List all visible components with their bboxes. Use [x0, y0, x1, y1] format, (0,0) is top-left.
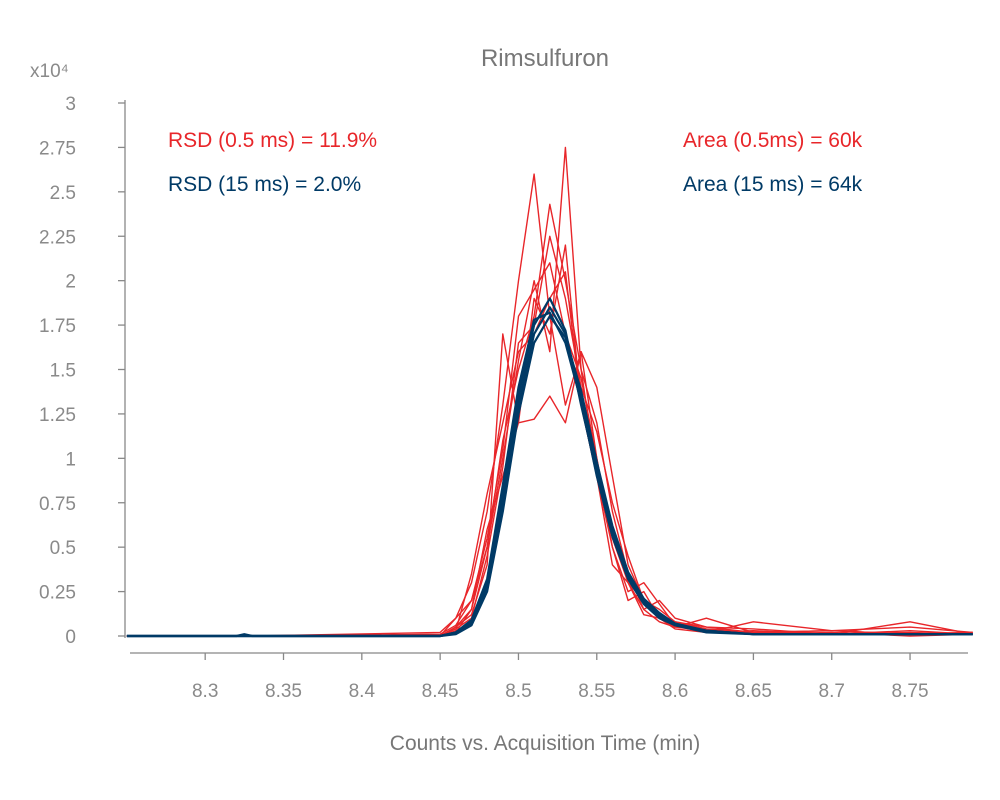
y-tick-label: 1.25 [39, 405, 76, 426]
y-tick-label: 0 [65, 627, 76, 648]
y-tick-label: 1.75 [39, 316, 76, 337]
axes: 0 0.25 0.5 0.75 1 1.25 1.5 1.75 2 2.25 2.5 2.75 3 8.3… [39, 94, 968, 702]
x-tick-label: 8.75 [892, 681, 929, 702]
y-tick-label: 0.25 [39, 583, 76, 604]
annotation-rsd-05ms: RSD (0.5 ms) = 11.9% [168, 129, 377, 152]
series-line [126, 306, 973, 638]
annotation-rsd-15ms: RSD (15 ms) = 2.0% [168, 173, 361, 196]
y-tick-label: 1.5 [50, 361, 76, 382]
x-axis-label: Counts vs. Acquisition Time (min) [390, 732, 700, 755]
y-tick-label: 3 [65, 94, 76, 115]
x-tick-label: 8.45 [422, 681, 459, 702]
series-line [126, 271, 973, 637]
y-tick-label: 0.75 [39, 494, 76, 515]
x-tick-label: 8.55 [578, 681, 615, 702]
y-tick-label: 0.5 [50, 538, 76, 559]
annotation-area-15ms: Area (15 ms) = 64k [683, 173, 863, 196]
x-tick-label: 8.3 [192, 681, 218, 702]
annotation-area-05ms: Area (0.5ms) = 60k [683, 129, 863, 152]
x-tick-label: 8.4 [349, 681, 376, 702]
x-tick-label: 8.6 [662, 681, 688, 702]
x-tick-label: 8.35 [265, 681, 302, 702]
x-tick-label: 8.7 [819, 681, 845, 702]
y-tick-label: 2.75 [39, 138, 76, 159]
chart-title: Rimsulfuron [481, 45, 609, 72]
y-tick-label: 2 [65, 272, 76, 293]
series-line [126, 244, 973, 637]
series-line [126, 203, 973, 637]
y-tick-label: 2.25 [39, 227, 76, 248]
series-line [126, 173, 973, 637]
series-line [126, 315, 973, 638]
x-tick-label: 8.5 [505, 681, 531, 702]
y-tick-label: 2.5 [50, 183, 76, 204]
y-multiplier-label: x10⁴ [30, 61, 69, 82]
series-line [126, 311, 973, 638]
series-line [126, 351, 973, 637]
series-line [126, 146, 973, 637]
x-tick-label: 8.65 [735, 681, 772, 702]
series-line [126, 235, 973, 637]
plot-area [126, 146, 973, 638]
y-tick-label: 1 [65, 449, 76, 470]
